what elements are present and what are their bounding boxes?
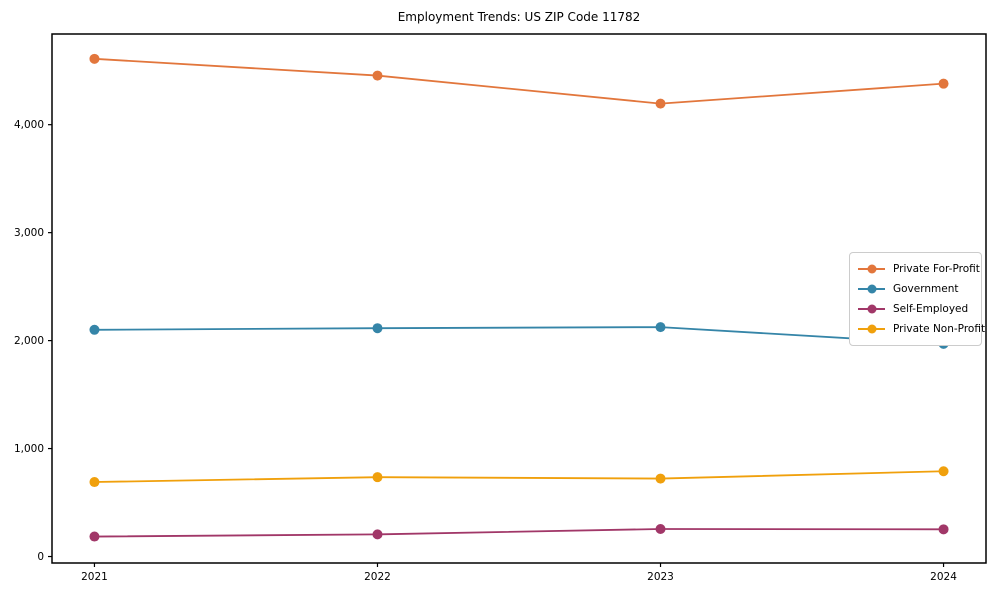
y-tick-label: 0 <box>37 551 44 563</box>
x-tick-label: 2022 <box>364 571 391 583</box>
legend-label: Self-Employed <box>893 303 969 315</box>
series-line <box>93 528 945 538</box>
series-line <box>93 326 945 345</box>
legend-item-private-non-profit: Private Non-Profit <box>858 319 985 339</box>
data-point <box>372 323 383 334</box>
line-dot-marker-icon <box>858 304 885 314</box>
legend-label: Government <box>893 283 959 295</box>
chart-title: Employment Trends: US ZIP Code 11782 <box>397 10 641 24</box>
data-point <box>655 523 666 534</box>
data-point <box>89 324 100 335</box>
data-point <box>938 524 949 535</box>
data-point <box>938 78 949 89</box>
x-tick-label: 2021 <box>81 571 108 583</box>
line-dot-marker-icon <box>858 284 885 294</box>
data-point <box>372 472 383 483</box>
data-point <box>655 322 666 333</box>
legend: Private For-Profit Government Self-Emplo… <box>849 252 985 346</box>
data-point <box>938 466 949 477</box>
data-point <box>372 70 383 81</box>
data-point <box>89 531 100 542</box>
x-tick-label: 2024 <box>930 571 957 583</box>
legend-item-private-for-profit: Private For-Profit <box>858 259 980 279</box>
data-point <box>655 473 666 484</box>
y-tick-label: 3,000 <box>14 227 44 239</box>
series-line <box>93 470 945 483</box>
data-point <box>89 477 100 488</box>
data-point <box>89 53 100 64</box>
legend-label: Private Non-Profit <box>893 323 986 335</box>
y-tick-label: 4,000 <box>14 119 44 131</box>
line-dot-marker-icon <box>858 264 885 274</box>
line-dot-marker-icon <box>858 324 885 334</box>
data-point <box>372 529 383 540</box>
x-tick-label: 2023 <box>647 571 674 583</box>
legend-item-government: Government <box>858 279 973 299</box>
data-point <box>655 98 666 109</box>
plot-border <box>51 33 987 564</box>
y-tick-label: 2,000 <box>14 335 44 347</box>
legend-item-self-employed: Self-Employed <box>858 299 973 319</box>
series-line <box>93 57 945 105</box>
legend-label: Private For-Profit <box>893 263 980 275</box>
y-tick-label: 1,000 <box>14 443 44 455</box>
